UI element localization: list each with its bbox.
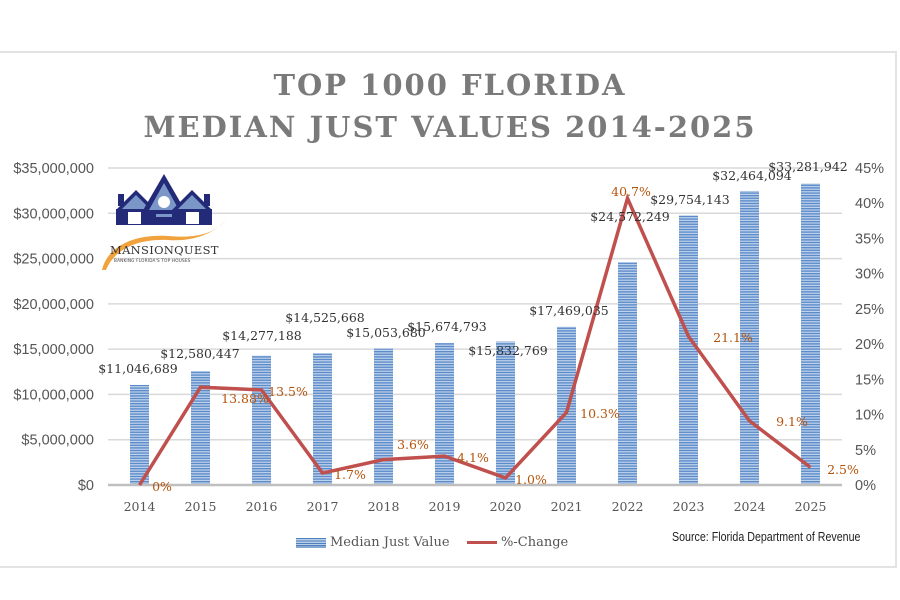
percent-change-label: 3.6%: [397, 437, 429, 452]
bar-median-just-value: [252, 355, 271, 485]
percent-change-label: 10.3%: [580, 406, 620, 421]
right-axis-tick-label: 5%: [855, 443, 876, 459]
x-axis-tick-label: 2017: [307, 499, 339, 514]
x-axis-tick-label: 2025: [795, 499, 827, 514]
right-axis-tick-label: 30%: [855, 267, 884, 283]
x-axis-tick-label: 2020: [490, 499, 522, 514]
legend-label-percent-change: %-Change: [501, 535, 569, 550]
line-percent-change: [138, 193, 812, 486]
bar-median-just-value: [557, 326, 576, 485]
logo-wordmark: MANSIONQUEST: [110, 243, 219, 257]
percent-change-label: 13.88%: [221, 391, 269, 406]
bar-median-just-value: [679, 215, 698, 485]
logo-tagline: BANKING FLORIDA'S TOP HOUSES: [114, 258, 191, 263]
bar-median-just-value: [191, 371, 210, 485]
bar-median-just-value: [801, 183, 820, 485]
left-axis-tick-label: $30,000,000: [13, 206, 94, 222]
left-axis-tick-label: $5,000,000: [21, 433, 94, 449]
bar-median-just-value: [374, 348, 393, 485]
x-axis-tick-label: 2022: [612, 499, 644, 514]
bar-value-label: $29,754,143: [650, 192, 730, 207]
x-axis-tick-label: 2023: [673, 499, 705, 514]
bar-value-label: $15,053,680: [346, 325, 426, 340]
right-axis-tick-label: 35%: [855, 231, 884, 247]
bar-value-label: $14,525,668: [285, 310, 365, 325]
x-axis-tick-label: 2016: [246, 499, 278, 514]
right-axis-tick-label: 20%: [855, 337, 884, 353]
mansionquest-logo: MANSIONQUEST BANKING FLORIDA'S TOP HOUSE…: [98, 172, 233, 272]
right-axis-tick-label: 10%: [855, 408, 884, 424]
percent-change-label: 13.5%: [268, 384, 308, 399]
percent-change-label: 2.5%: [827, 462, 859, 477]
bar-value-label: $15,832,769: [468, 343, 548, 358]
right-axis-tick-label: 15%: [855, 372, 884, 388]
x-axis-tick-label: 2015: [185, 499, 217, 514]
percent-change-label: 21.1%: [713, 330, 753, 345]
right-axis-tick-label: 45%: [855, 161, 884, 177]
source-note: Source: Florida Department of Revenue: [672, 529, 861, 544]
legend-item-percent-change: %-Change: [467, 535, 568, 550]
x-axis-tick-label: 2019: [429, 499, 461, 514]
bar-median-just-value: [496, 341, 515, 485]
legend-item-median-just-value: Median Just Value: [296, 535, 450, 550]
x-axis-tick-label: 2021: [551, 499, 583, 514]
chart-frame: [0, 51, 897, 568]
bar-median-just-value: [618, 262, 637, 485]
bar-value-label: $12,580,447: [160, 346, 240, 361]
house-logo-icon: [102, 174, 228, 270]
percent-change-label: 1.0%: [515, 472, 547, 487]
percent-change-label: 40.7%: [611, 184, 651, 199]
bar-value-label: $24,572,249: [590, 209, 670, 224]
bar-value-label: $15,674,793: [407, 319, 487, 334]
bar-value-label: $32,464,094: [712, 168, 792, 183]
bar-median-just-value: [130, 384, 149, 485]
chart-title-line-2: MEDIAN JUST VALUES 2014-2025: [143, 110, 757, 144]
legend-bar-swatch: [296, 537, 326, 548]
left-axis-tick-label: $35,000,000: [13, 161, 94, 177]
percent-change-label: 1.7%: [334, 467, 366, 482]
x-axis-tick-label: 2024: [734, 499, 766, 514]
right-axis-tick-label: 0%: [855, 478, 876, 494]
bar-median-just-value: [435, 343, 454, 485]
percent-change-label: 9.1%: [776, 414, 808, 429]
legend-label-median-just-value: Median Just Value: [330, 535, 450, 550]
bar-value-label: $11,046,689: [98, 361, 178, 376]
bar-value-label: $14,277,188: [222, 328, 302, 343]
bar-median-just-value: [313, 353, 332, 485]
left-axis-tick-label: $20,000,000: [13, 297, 94, 313]
x-axis-tick-label: 2018: [368, 499, 400, 514]
right-axis-tick-label: 25%: [855, 302, 884, 318]
chart-title-line-1: TOP 1000 FLORIDA: [273, 68, 627, 102]
bar-value-label: $17,469,035: [529, 303, 609, 318]
left-axis-tick-label: $0: [78, 478, 94, 494]
percent-change-label: 0%: [152, 479, 172, 494]
left-axis-tick-label: $25,000,000: [13, 252, 94, 268]
percent-change-label: 4.1%: [457, 450, 489, 465]
left-axis-tick-label: $15,000,000: [13, 342, 94, 358]
legend-line-swatch: [467, 541, 497, 544]
right-axis-tick-label: 40%: [855, 196, 884, 212]
x-axis-tick-label: 2014: [124, 499, 156, 514]
left-axis-tick-label: $10,000,000: [13, 387, 94, 403]
bar-value-label: $33,281,942: [768, 159, 848, 174]
